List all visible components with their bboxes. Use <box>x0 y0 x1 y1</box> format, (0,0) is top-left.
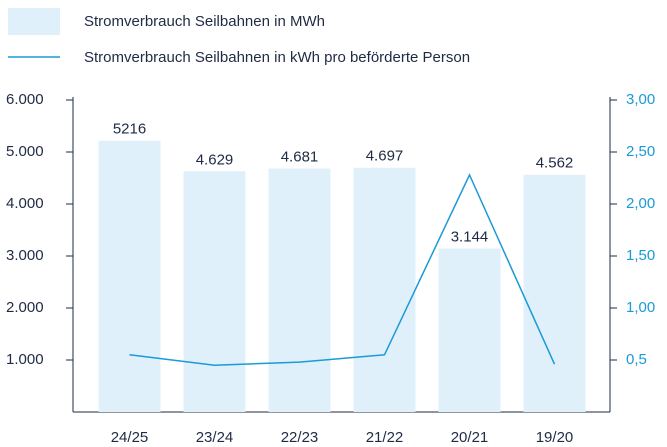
bar-value-label: 4.629 <box>196 151 234 168</box>
x-tick-label: 23/24 <box>196 429 234 446</box>
bar-value-label: 5216 <box>113 121 146 138</box>
bar-value-label: 4.697 <box>366 148 404 165</box>
bar <box>353 167 416 412</box>
y-tick-label: 3.000 <box>6 247 44 264</box>
y-tick-label: 1.000 <box>6 351 44 368</box>
y2-tick-label: 0,5 <box>626 351 647 368</box>
line <box>129 173 556 366</box>
x-tick-label: 19/20 <box>536 429 574 446</box>
bar <box>183 171 246 412</box>
legend-label: Stromverbrauch Seilbahnen in MWh <box>84 13 325 30</box>
bar-value-label: 3.144 <box>451 228 489 245</box>
bar <box>98 140 161 412</box>
x-tick-label: 24/25 <box>111 429 149 446</box>
bar-value-label: 4.562 <box>536 155 574 172</box>
y-tick-label: 6.000 <box>6 91 44 108</box>
x-tick-label: 21/22 <box>366 429 404 446</box>
y-tick-label: 5.000 <box>6 143 44 160</box>
y2-tick-label: 3,00 <box>626 91 655 108</box>
bar-value-label: 4.681 <box>281 149 319 166</box>
bar <box>438 248 501 412</box>
x-tick-label: 20/21 <box>451 429 489 446</box>
y2-tick-label: 2,50 <box>626 143 655 160</box>
bar <box>268 168 331 412</box>
y2-tick-label: 1,00 <box>626 299 655 316</box>
legend-swatch-bar <box>8 8 60 35</box>
y2-tick-label: 1,50 <box>626 247 655 264</box>
y2-tick-label: 2,00 <box>626 195 655 212</box>
legend-label: Stromverbrauch Seilbahnen in kWh pro bef… <box>84 49 470 66</box>
x-tick-label: 22/23 <box>281 429 319 446</box>
bar <box>523 174 586 412</box>
y-tick-label: 2.000 <box>6 299 44 316</box>
y-tick-label: 4.000 <box>6 195 44 212</box>
